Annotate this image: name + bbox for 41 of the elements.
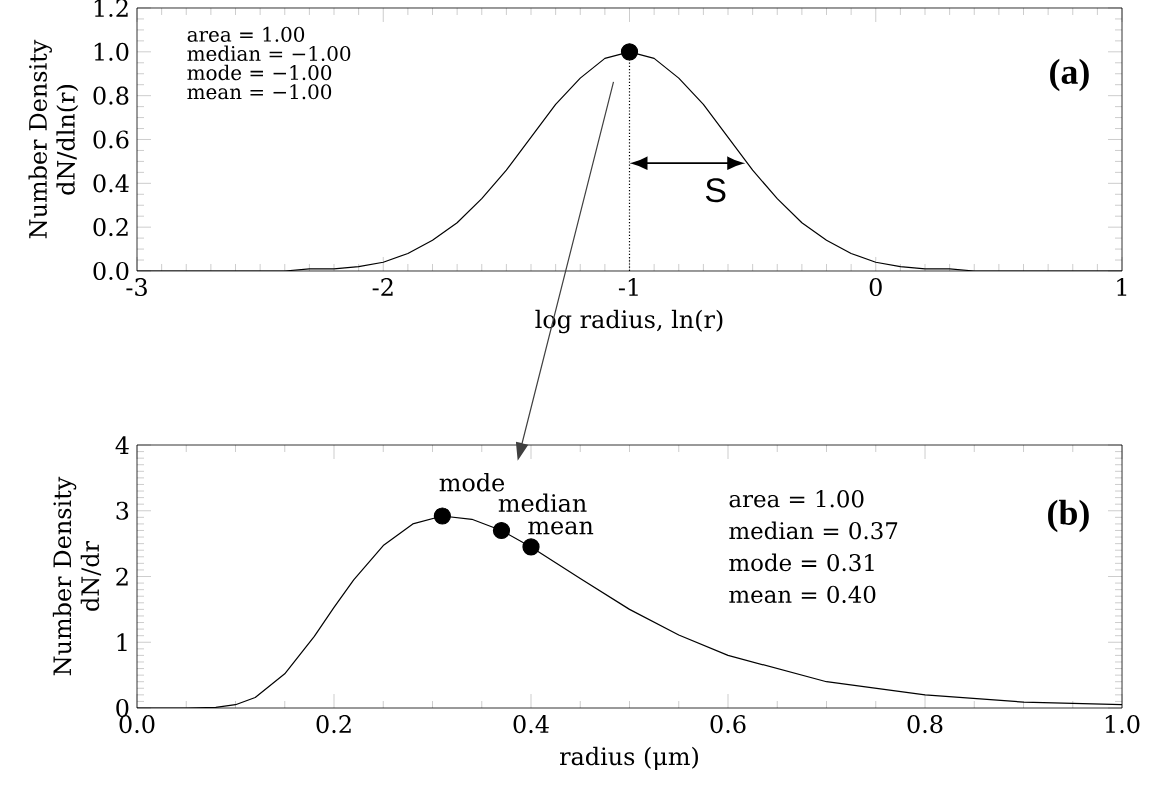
annotation: S xyxy=(705,178,726,203)
annotation: median = −1.00 xyxy=(187,45,351,61)
y-tick-label: 0.6 xyxy=(93,130,129,149)
y-axis-title: Number Density dN/dln(r) xyxy=(28,39,79,239)
x-tick-label: 0.6 xyxy=(710,715,746,734)
point xyxy=(522,538,540,556)
point xyxy=(492,521,511,540)
annotation: mode xyxy=(439,473,505,492)
x-tick-label: 1 xyxy=(1117,278,1127,296)
annotation: area = 1.00 xyxy=(187,26,305,42)
x-tick-label: 0.4 xyxy=(513,715,549,734)
y-tick-label: 0.8 xyxy=(93,86,129,105)
annotation: area = 1.00 xyxy=(729,490,864,508)
annotation: mean = −1.00 xyxy=(187,84,332,100)
annotation: median xyxy=(498,493,587,513)
point xyxy=(433,507,451,525)
x-tick-label: 0 xyxy=(869,278,882,297)
x-axis-title: radius (μm) xyxy=(559,746,698,770)
annotation: mode = −1.00 xyxy=(187,64,332,81)
x-tick-label: 0.2 xyxy=(316,715,351,734)
x-tick-label: 1.0 xyxy=(1105,715,1140,734)
annotation: mean = 0.40 xyxy=(729,585,876,604)
x-tick-label: -3 xyxy=(126,278,147,297)
x-tick-label: 0.8 xyxy=(907,715,943,734)
annotation: mode = 0.31 xyxy=(729,553,874,572)
y-tick-label: 1.0 xyxy=(94,42,129,61)
y-tick-label: 2 xyxy=(116,567,128,586)
x-tick-label: -1 xyxy=(618,278,638,296)
x-tick-label: -2 xyxy=(372,278,393,296)
y-tick-label: 0.4 xyxy=(93,174,129,193)
y-tick-label: 3 xyxy=(116,501,129,520)
y-axis-title: Number Density dN/dr xyxy=(52,476,102,676)
y-tick-label: 0.0 xyxy=(93,261,129,281)
y-tick-label: 0 xyxy=(116,698,129,718)
y-tick-label: 0.2 xyxy=(93,218,128,237)
annotation: median = 0.37 xyxy=(729,521,898,540)
text: (b) xyxy=(1048,499,1089,533)
y-tick-label: 1 xyxy=(117,633,127,652)
y-tick-label: 4 xyxy=(115,436,129,454)
annotation: mean xyxy=(528,521,594,535)
text: (a) xyxy=(1050,58,1089,92)
